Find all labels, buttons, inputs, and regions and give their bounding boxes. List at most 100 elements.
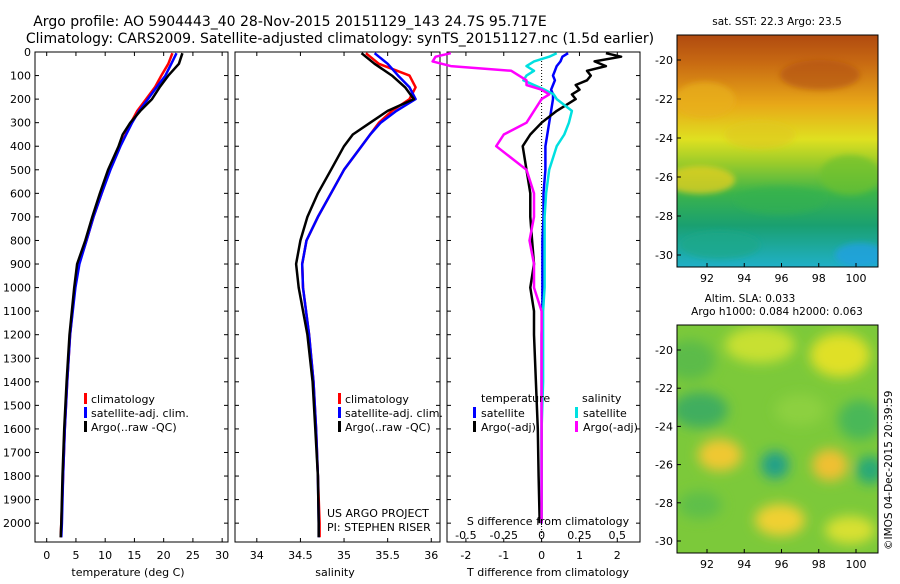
temperature-axes bbox=[34, 51, 229, 543]
map-y-tick-label: -22 bbox=[655, 382, 673, 395]
difference-axes bbox=[446, 51, 641, 543]
series-line-satellite-adj-clim- bbox=[60, 52, 178, 538]
map-y-tick-label: -20 bbox=[655, 344, 673, 357]
map-x-tick-label: 92 bbox=[700, 272, 714, 285]
map-x-tick-label: 94 bbox=[737, 558, 751, 571]
x-tick-label: 36 bbox=[424, 549, 438, 562]
map-y-tick-label: -22 bbox=[655, 93, 673, 106]
sla-map-title-1: Altim. SLA: 0.033 bbox=[705, 293, 796, 305]
sst-map-title: sat. SST: 22.3 Argo: 23.5 bbox=[712, 16, 842, 28]
pi-annotation: PI: STEPHEN RISER bbox=[327, 521, 431, 534]
map-y-tick-label: -24 bbox=[655, 132, 673, 145]
legend-swatch-temp-argo bbox=[473, 421, 476, 432]
x-tick-label: 35 bbox=[337, 549, 351, 562]
s-tick-label: -0.25 bbox=[490, 529, 518, 542]
map-x-tick-label: 100 bbox=[846, 272, 867, 285]
legend-swatch-climatology bbox=[338, 393, 341, 404]
sla-map-title-2: Argo h1000: 0.084 h2000: 0.063 bbox=[691, 306, 863, 318]
y-tick-label: 0 bbox=[24, 46, 31, 59]
y-tick-label: 1300 bbox=[3, 352, 31, 365]
y-tick-label: 1700 bbox=[3, 446, 31, 459]
legend-swatch-satellite bbox=[338, 407, 341, 418]
sst-map-axes: 92 94 96 98 100 -20 -22 -24 -26 -28 -30 bbox=[655, 54, 866, 285]
y-tick-label: 400 bbox=[10, 140, 31, 153]
legend-swatch-satellite bbox=[84, 407, 87, 418]
legend-swatch-argo bbox=[84, 421, 87, 432]
legend-label-satellite: satellite-adj. clim. bbox=[91, 407, 189, 420]
legend-swatch-argo bbox=[338, 421, 341, 432]
series-line-satellite-adj-clim- bbox=[300, 52, 417, 538]
legend-label-sal-satellite: satellite bbox=[583, 407, 627, 420]
credit-text: ©IMOS 04-Dec-2015 20:39:59 bbox=[883, 391, 895, 550]
x-tick-label: 1 bbox=[576, 549, 583, 562]
x-tick-label: 10 bbox=[98, 549, 112, 562]
difference-xlabel-salinity: S difference from climatology bbox=[467, 515, 630, 528]
series-line-argo-raw-qc- bbox=[59, 52, 184, 538]
map-y-tick-label: -26 bbox=[655, 171, 673, 184]
x-tick-label: 34 bbox=[250, 549, 264, 562]
legend-label-argo: Argo(..raw -QC) bbox=[91, 421, 177, 434]
salinity-axes bbox=[234, 51, 441, 543]
y-tick-label: 1600 bbox=[3, 423, 31, 436]
map-y-tick-label: -28 bbox=[655, 210, 673, 223]
legend-label-temp-argo: Argo(-adj) bbox=[481, 421, 536, 434]
x-tick-label: -2 bbox=[460, 549, 471, 562]
s-tick-label: 0.5 bbox=[609, 529, 627, 542]
legend-label-sal-argo: Argo(-adj) bbox=[583, 421, 638, 434]
map-x-tick-label: 96 bbox=[775, 558, 789, 571]
x-tick-label: 15 bbox=[127, 549, 141, 562]
y-tick-label: 1000 bbox=[3, 282, 31, 295]
series-line-salinity-satellite bbox=[522, 52, 574, 524]
series-line-salinity-argo-adj- bbox=[431, 51, 551, 524]
x-tick-label: 2 bbox=[614, 549, 621, 562]
sst-map bbox=[677, 35, 878, 267]
series-line-argo-raw-qc- bbox=[294, 52, 416, 538]
y-tick-label: 1500 bbox=[3, 399, 31, 412]
series-line-climatology bbox=[300, 52, 417, 538]
x-tick-label: 20 bbox=[157, 549, 171, 562]
legend-swatch-sal-argo bbox=[575, 421, 578, 432]
map-y-tick-label: -24 bbox=[655, 420, 673, 433]
y-tick-label: 1900 bbox=[3, 494, 31, 507]
y-tick-label: 1800 bbox=[3, 470, 31, 483]
salinity-legend: climatology satellite-adj. clim. Argo(..… bbox=[338, 393, 443, 434]
title-line-2: Climatology: CARS2009. Satellite-adjuste… bbox=[26, 31, 654, 47]
legend-label-temp-satellite: satellite bbox=[481, 407, 525, 420]
legend-swatch-temp-satellite bbox=[473, 407, 476, 418]
y-tick-label: 1200 bbox=[3, 329, 31, 342]
y-tick-label: 300 bbox=[10, 117, 31, 130]
legend-label-satellite: satellite-adj. clim. bbox=[345, 407, 443, 420]
series-line-climatology bbox=[59, 52, 174, 538]
x-tick-label: 0 bbox=[538, 549, 545, 562]
x-tick-label: 5 bbox=[72, 549, 79, 562]
y-tick-label: 100 bbox=[10, 70, 31, 83]
map-x-tick-label: 98 bbox=[812, 558, 826, 571]
legend-label-climatology: climatology bbox=[91, 393, 155, 406]
x-tick-label: 0 bbox=[43, 549, 50, 562]
legend-label-argo: Argo(..raw -QC) bbox=[345, 421, 431, 434]
y-tick-label: 800 bbox=[10, 234, 31, 247]
y-tick-label: 1100 bbox=[3, 305, 31, 318]
x-tick-label: 25 bbox=[186, 549, 200, 562]
temperature-xlabel: temperature (deg C) bbox=[71, 566, 184, 579]
map-x-tick-label: 96 bbox=[775, 272, 789, 285]
temperature-plot: 0100200300400500600700800900100011001200… bbox=[3, 46, 229, 562]
title-line-1: Argo profile: AO 5904443_40 28-Nov-2015 … bbox=[33, 14, 547, 30]
legend-label-climatology: climatology bbox=[345, 393, 409, 406]
legend-swatch-climatology bbox=[84, 393, 87, 404]
map-y-tick-label: -30 bbox=[655, 535, 673, 548]
s-tick-label: -0.5 bbox=[455, 529, 476, 542]
sla-map bbox=[677, 325, 878, 553]
difference-xlabel: T difference from climatology bbox=[466, 566, 629, 579]
y-tick-label: 200 bbox=[10, 93, 31, 106]
map-x-tick-label: 92 bbox=[700, 558, 714, 571]
sla-map-axes: 92 94 96 98 100 -20 -22 -24 -26 -28 -30 bbox=[655, 344, 866, 571]
x-tick-label: 30 bbox=[215, 549, 229, 562]
project-annotation: US ARGO PROJECT bbox=[327, 507, 429, 520]
legend-title-salinity: salinity bbox=[582, 392, 622, 405]
x-tick-label: 34.5 bbox=[288, 549, 313, 562]
difference-legend: temperature salinity satellite Argo(-adj… bbox=[473, 392, 638, 434]
y-tick-label: 700 bbox=[10, 211, 31, 224]
temperature-legend: climatology satellite-adj. clim. Argo(..… bbox=[84, 393, 189, 434]
